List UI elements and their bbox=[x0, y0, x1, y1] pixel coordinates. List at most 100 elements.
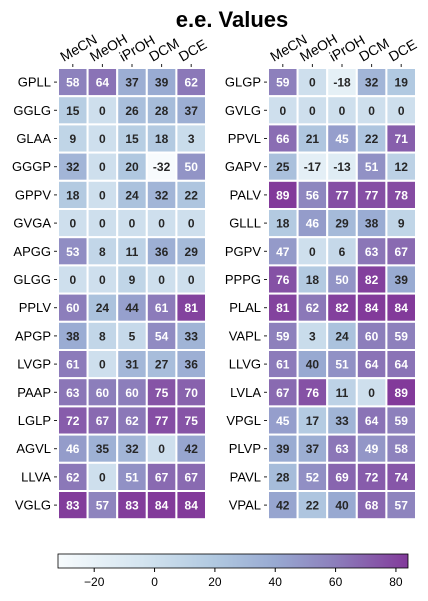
heatmap-cell bbox=[145, 95, 178, 126]
heatmap-cell bbox=[86, 320, 119, 351]
row-label: PGPV bbox=[225, 244, 261, 259]
colorbar-tick-label: 60 bbox=[329, 575, 343, 589]
row-label: PLAL bbox=[229, 300, 261, 315]
cell-value: 0 bbox=[99, 470, 106, 484]
cell-value: 0 bbox=[339, 104, 346, 118]
heatmap-cell bbox=[145, 433, 178, 464]
heatmap-cell bbox=[326, 292, 358, 323]
cell-value: 61 bbox=[276, 358, 290, 372]
row-label: GGGP bbox=[12, 159, 51, 174]
cell-value: 40 bbox=[306, 358, 320, 372]
cell-value: 64 bbox=[365, 358, 379, 372]
cell-value: 0 bbox=[309, 245, 316, 259]
row-label: APGG bbox=[13, 244, 51, 259]
cell-value: 62 bbox=[66, 470, 80, 484]
cell-value: 62 bbox=[125, 414, 139, 428]
cell-value: 84 bbox=[185, 499, 199, 513]
cell-value: 32 bbox=[125, 442, 139, 456]
cell-value: 64 bbox=[395, 358, 409, 372]
heatmap-cell bbox=[175, 461, 207, 492]
heatmap-cell bbox=[145, 377, 178, 408]
cell-value: 26 bbox=[125, 104, 139, 118]
colorbar-gradient bbox=[57, 553, 409, 569]
heatmap-cell bbox=[267, 95, 299, 126]
cell-value: 52 bbox=[306, 470, 320, 484]
cell-value: 38 bbox=[66, 329, 80, 343]
cell-value: 68 bbox=[365, 499, 379, 513]
cell-value: 33 bbox=[335, 414, 349, 428]
cell-value: 63 bbox=[335, 442, 349, 456]
cell-value: 8 bbox=[99, 245, 106, 259]
cell-value: 63 bbox=[66, 386, 80, 400]
cell-value: 44 bbox=[125, 301, 139, 315]
cell-value: 74 bbox=[395, 470, 409, 484]
heatmap-cell bbox=[385, 292, 417, 323]
row-label: PPVL bbox=[228, 131, 261, 146]
row-label: PALV bbox=[230, 187, 262, 202]
heatmap-cell bbox=[267, 349, 299, 380]
heatmap-cell bbox=[296, 67, 329, 98]
cell-value: 53 bbox=[66, 245, 80, 259]
heatmap-cell bbox=[267, 405, 299, 436]
heatmap-cell bbox=[175, 433, 207, 464]
cell-value: 33 bbox=[185, 329, 199, 343]
heatmap-cell bbox=[355, 490, 388, 521]
cell-value: 8 bbox=[99, 329, 106, 343]
row-label: LLVG bbox=[229, 357, 261, 372]
cell-value: 5 bbox=[129, 329, 136, 343]
chart-title: e.e. Values bbox=[176, 7, 289, 32]
cell-value: 0 bbox=[99, 358, 106, 372]
heatmap-cell bbox=[116, 349, 148, 380]
cell-value: 15 bbox=[66, 104, 80, 118]
heatmap-cell bbox=[385, 490, 417, 521]
heatmap-cell bbox=[116, 405, 148, 436]
cell-value: 36 bbox=[185, 358, 199, 372]
cell-value: 18 bbox=[306, 273, 320, 287]
cell-value: 77 bbox=[335, 188, 349, 202]
heatmap-cell bbox=[385, 377, 417, 408]
row-label: PPPG bbox=[225, 272, 261, 287]
cell-value: 75 bbox=[185, 414, 199, 428]
cell-value: 12 bbox=[395, 160, 409, 174]
cell-value: 18 bbox=[155, 132, 169, 146]
cell-value: 61 bbox=[66, 358, 80, 372]
row-label: APGP bbox=[15, 328, 51, 343]
cell-value: 29 bbox=[185, 245, 199, 259]
heatmap-cell bbox=[116, 123, 148, 154]
cell-value: 3 bbox=[309, 329, 316, 343]
heatmap-cell bbox=[86, 433, 119, 464]
heatmap-cell bbox=[57, 433, 89, 464]
column-label: DCE bbox=[176, 36, 210, 65]
heatmap-cell bbox=[326, 490, 358, 521]
cell-value: 57 bbox=[96, 499, 110, 513]
heatmap-cell bbox=[326, 208, 358, 239]
cell-value: 59 bbox=[276, 329, 290, 343]
row-label: VPAL bbox=[229, 498, 261, 513]
cell-value: 69 bbox=[335, 470, 349, 484]
cell-value: 51 bbox=[335, 358, 349, 372]
cell-value: 64 bbox=[365, 414, 379, 428]
cell-value: 35 bbox=[96, 442, 110, 456]
row-label: GGLG bbox=[13, 103, 51, 118]
heatmap-cell bbox=[385, 405, 417, 436]
cell-value: 0 bbox=[279, 104, 286, 118]
row-label: AGVL bbox=[16, 441, 51, 456]
cell-value: 67 bbox=[155, 470, 169, 484]
row-label: GPPV bbox=[15, 187, 51, 202]
heatmap-cell bbox=[116, 236, 148, 267]
heatmap-cell bbox=[175, 490, 207, 521]
cell-value: 58 bbox=[395, 442, 409, 456]
cell-value: 3 bbox=[188, 132, 195, 146]
cell-value: 24 bbox=[96, 301, 110, 315]
cell-value: 0 bbox=[99, 160, 106, 174]
cell-value: 27 bbox=[155, 358, 169, 372]
colorbar-tick-label: 80 bbox=[389, 575, 403, 589]
row-label: GLGG bbox=[13, 272, 51, 287]
cell-value: 60 bbox=[365, 329, 379, 343]
cell-value: 66 bbox=[276, 132, 290, 146]
row-label: PAVL bbox=[230, 469, 261, 484]
cell-value: 67 bbox=[96, 414, 110, 428]
cell-value: 22 bbox=[365, 132, 379, 146]
cell-value: 63 bbox=[365, 245, 379, 259]
